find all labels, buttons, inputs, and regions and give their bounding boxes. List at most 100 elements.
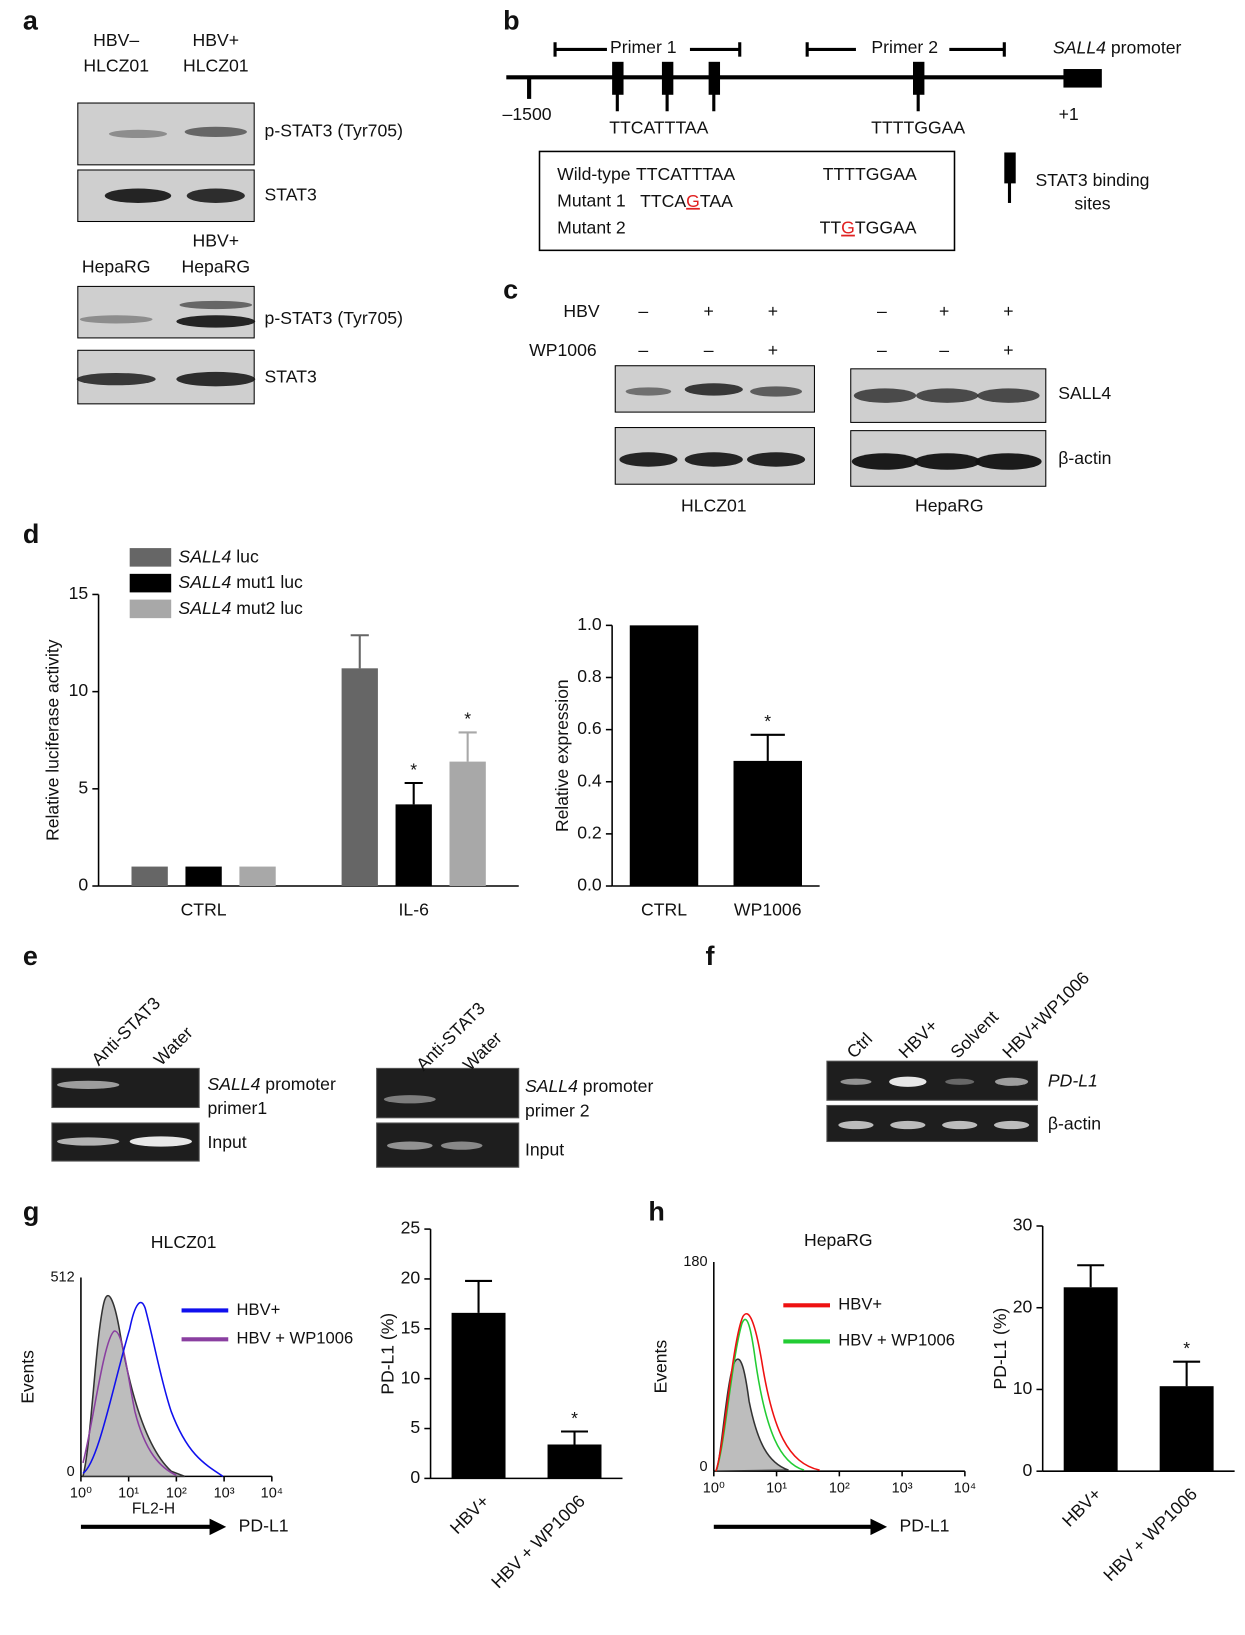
label: sites xyxy=(1074,194,1110,214)
mutant-sequence: TTGTGGAA xyxy=(820,217,917,237)
bar xyxy=(395,804,432,887)
label: STAT3 xyxy=(265,184,317,204)
label: SALL4 promoter xyxy=(208,1074,336,1094)
band xyxy=(840,1078,872,1085)
label: WP1006 xyxy=(529,340,597,360)
bar xyxy=(239,866,276,887)
blot xyxy=(77,285,255,339)
histogram xyxy=(82,1330,177,1477)
label: STAT3 xyxy=(265,367,317,387)
band xyxy=(625,387,672,396)
label: β-actin xyxy=(1048,1114,1101,1134)
label: –1500 xyxy=(503,104,552,124)
legend-label: SALL4 mut2 luc xyxy=(178,598,303,618)
shape xyxy=(1063,69,1102,88)
y-tick-label: 10 xyxy=(69,680,89,700)
label: HBV+ xyxy=(838,1295,882,1314)
label: Mutant 1 xyxy=(557,191,626,211)
italic-part: SALL4 xyxy=(178,598,231,618)
label: Solvent xyxy=(946,1007,1002,1062)
label: HLCZ01 xyxy=(83,56,149,76)
panel-letter: b xyxy=(503,6,519,36)
panel-letter: a xyxy=(23,6,39,36)
band xyxy=(176,371,256,387)
label: HepaRG xyxy=(182,257,251,277)
band xyxy=(945,1078,975,1085)
band xyxy=(975,453,1042,470)
bar xyxy=(547,1444,602,1479)
label: SALL4 promoter xyxy=(525,1076,653,1096)
label: HBV+WP1006 xyxy=(998,968,1093,1062)
label: Relative luciferase activity xyxy=(43,639,63,841)
panel-letter: f xyxy=(706,941,715,971)
italic-part: SALL4 xyxy=(178,572,231,592)
x-tick-label: CTRL xyxy=(181,899,227,919)
band xyxy=(914,453,981,470)
band xyxy=(889,1076,927,1087)
label: – xyxy=(704,340,714,360)
x-tick-label: WP1006 xyxy=(734,899,802,919)
label: HLCZ01 xyxy=(681,496,747,516)
plain-part: luc xyxy=(231,546,259,566)
label: SALL4 xyxy=(1058,383,1111,403)
label: + xyxy=(768,340,778,360)
y-tick-label: 15 xyxy=(401,1317,421,1337)
band xyxy=(386,1141,433,1150)
label: HepaRG xyxy=(82,257,151,277)
arrow-head xyxy=(870,1518,888,1536)
label: HBV + WP1006 xyxy=(237,1329,354,1348)
band xyxy=(176,315,256,328)
label: p-STAT3 (Tyr705) xyxy=(265,121,403,141)
arrow-head xyxy=(209,1518,227,1536)
panel-letter: d xyxy=(23,519,39,549)
label: – xyxy=(638,340,648,360)
label: PD-L1 xyxy=(1048,1070,1098,1090)
band xyxy=(684,452,743,467)
y-tick-label: 25 xyxy=(401,1218,421,1238)
band xyxy=(916,388,979,403)
band xyxy=(108,129,168,139)
panel-letter: c xyxy=(503,275,518,305)
label: 0 xyxy=(67,1464,75,1480)
y-tick-label: 0.8 xyxy=(577,666,602,686)
bar xyxy=(1063,1287,1118,1472)
bar xyxy=(629,625,699,887)
key-site xyxy=(1004,152,1016,184)
italic-part: SALL4 xyxy=(1053,37,1106,57)
band xyxy=(747,452,806,467)
plain-part: promoter xyxy=(260,1074,336,1094)
label: TTTTGGAA xyxy=(823,164,917,184)
error-bar xyxy=(1173,1360,1201,1387)
label: 10⁰ xyxy=(70,1486,92,1502)
legend-label: SALL4 mut1 luc xyxy=(178,572,303,592)
band xyxy=(186,188,245,203)
label: 10¹ xyxy=(118,1486,139,1502)
band xyxy=(838,1120,874,1130)
band xyxy=(79,315,153,324)
label: 10³ xyxy=(214,1486,235,1502)
label: 10² xyxy=(166,1486,187,1502)
y-tick-label: 0.6 xyxy=(577,718,602,738)
legend-swatch xyxy=(129,573,172,593)
band xyxy=(851,453,919,470)
mutated-base: G xyxy=(686,191,700,211)
label: Water xyxy=(150,1023,197,1070)
label: HBV+ xyxy=(237,1300,281,1319)
histogram xyxy=(82,1301,224,1477)
label: HBV+ xyxy=(895,1015,942,1062)
label: HBV xyxy=(563,301,600,321)
plain-part: mut1 luc xyxy=(231,572,303,592)
band xyxy=(129,1136,192,1147)
band xyxy=(750,386,802,397)
gel xyxy=(376,1067,520,1119)
legend-swatch xyxy=(129,548,172,567)
label: + xyxy=(939,301,949,321)
bar xyxy=(451,1312,506,1479)
label: HLCZ01 xyxy=(151,1232,217,1252)
significance-marker: * xyxy=(571,1408,578,1428)
label: HepaRG xyxy=(915,496,984,516)
label: TTCATTTAA xyxy=(636,164,735,184)
binding-site xyxy=(612,61,624,95)
label: Ctrl xyxy=(843,1029,877,1062)
